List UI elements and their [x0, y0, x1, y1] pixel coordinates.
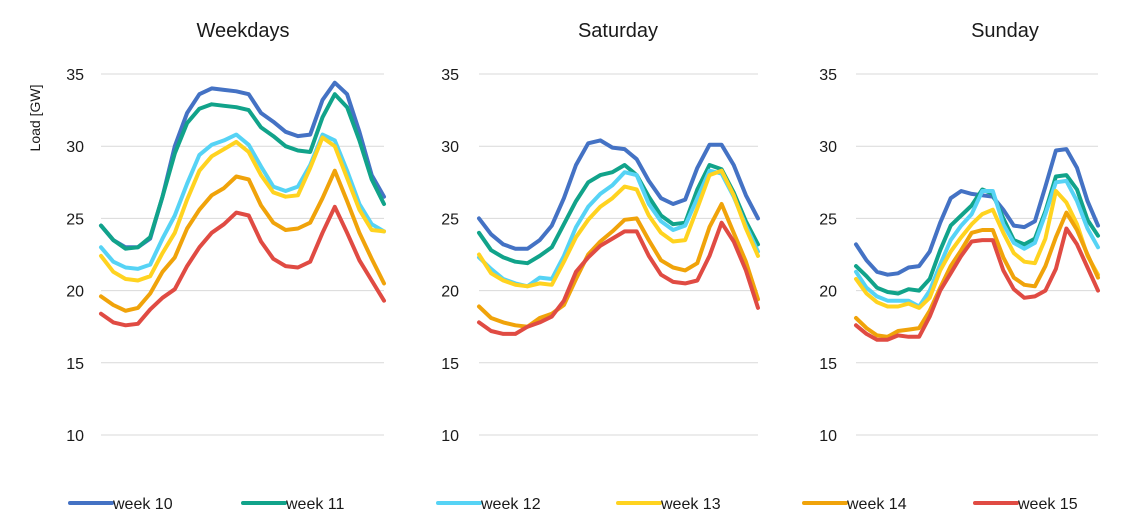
series-line-week-11 — [854, 173, 1100, 296]
y-tick-label: 30 — [441, 139, 459, 156]
y-tick-label: 10 — [441, 428, 459, 445]
legend: week 10 week 11 week 12 week 13 week 14 week … — [68, 496, 1078, 513]
series-line-week-15 — [854, 226, 1100, 342]
series-line-week-12 — [854, 178, 1100, 309]
series-line-week-11 — [477, 163, 760, 266]
series-line-week-14 — [854, 210, 1100, 339]
y-tick-label: 25 — [66, 211, 84, 228]
y-tick-label: 25 — [819, 211, 837, 228]
panel-2: Sunday 10 15 20 25 30 35 — [819, 20, 1100, 445]
panel-0: Weekdays 10 15 20 25 30 35 — [66, 20, 386, 445]
legend-item: week 12 — [436, 496, 541, 513]
y-tick-label: 20 — [66, 284, 84, 301]
legend-item: week 10 — [68, 496, 173, 513]
y-tick-label: 35 — [441, 67, 459, 84]
legend-item: week 13 — [616, 496, 721, 513]
panel-title: Saturday — [578, 20, 658, 42]
series-line-week-13 — [854, 189, 1100, 310]
y-axis-label: Load [GW] — [27, 85, 43, 152]
y-tick-label: 20 — [441, 284, 459, 301]
legend-label: week 10 — [112, 496, 173, 513]
legend-label: week 12 — [480, 496, 541, 513]
panel-1: Saturday 10 15 20 25 30 35 — [441, 20, 760, 445]
y-tick-label: 15 — [819, 356, 837, 373]
series-line-week-10 — [477, 138, 760, 251]
y-tick-label: 25 — [441, 211, 459, 228]
legend-label: week 15 — [1017, 496, 1078, 513]
legend-item: week 11 — [241, 496, 345, 513]
series-line-week-13 — [99, 135, 386, 283]
y-tick-label: 30 — [819, 139, 837, 156]
y-tick-label: 30 — [66, 139, 84, 156]
series-line-week-15 — [477, 220, 760, 336]
series-line-week-12 — [99, 132, 386, 271]
y-tick-label: 10 — [66, 428, 84, 445]
series-line-week-12 — [477, 168, 760, 289]
panel-title: Weekdays — [196, 20, 289, 42]
y-tick-label: 15 — [66, 356, 84, 373]
legend-label: week 14 — [846, 496, 907, 513]
series-line-week-10 — [854, 147, 1100, 277]
series-line-week-14 — [477, 202, 760, 329]
panel-title: Sunday — [971, 20, 1039, 42]
series-line-week-11 — [99, 92, 386, 251]
legend-label: week 13 — [660, 496, 721, 513]
y-tick-label: 15 — [441, 356, 459, 373]
legend-label: week 11 — [285, 496, 345, 513]
series-line-week-14 — [99, 168, 386, 313]
series-line-week-15 — [99, 204, 386, 328]
y-tick-label: 20 — [819, 284, 837, 301]
panels-layer: Weekdays 10 15 20 25 30 35 Saturday 10 15 20 25 30 35… — [66, 20, 1100, 445]
legend-item: week 14 — [802, 496, 907, 513]
y-tick-label: 35 — [819, 67, 837, 84]
y-tick-label: 35 — [66, 67, 84, 84]
legend-item: week 15 — [973, 496, 1078, 513]
y-tick-label: 10 — [819, 428, 837, 445]
series-line-week-13 — [477, 168, 760, 289]
